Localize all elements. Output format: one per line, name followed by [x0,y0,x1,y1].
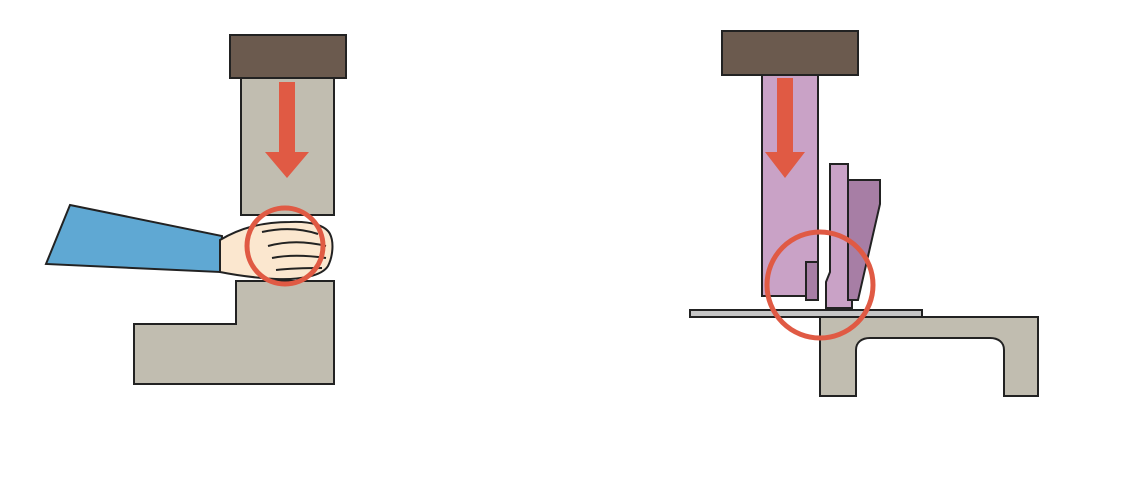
scene-guard-hazard [560,0,1122,490]
downward-arrow-icon [765,78,805,178]
press-ram-cap [721,30,859,76]
downward-arrow-icon [265,82,309,178]
sleeve-icon [44,203,224,274]
workpiece-sheet-icon [689,309,923,318]
press-bed [819,316,1039,397]
press-ram-cap [229,34,347,79]
guard-plate-icon [847,179,881,301]
scene-hand-hazard [0,0,560,490]
guard-hazard-illustration [689,30,1039,397]
press-bed [133,280,335,385]
hazard-circle-icon [244,205,326,287]
hand-hazard-illustration [44,34,347,385]
hazard-circle-icon [764,229,876,341]
side-clamp [805,261,819,301]
